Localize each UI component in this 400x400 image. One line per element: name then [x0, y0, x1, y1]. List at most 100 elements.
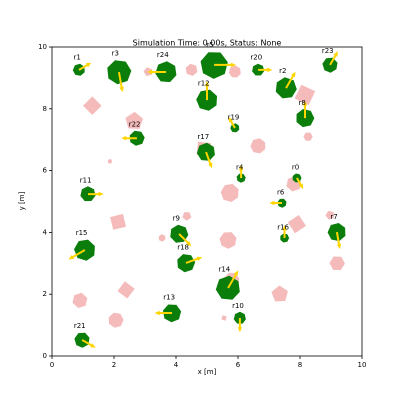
heading-arrow: [302, 100, 308, 119]
heading-arrow: [329, 51, 338, 66]
heading-arrow: [68, 249, 86, 260]
y-tick-label: 0: [43, 352, 47, 360]
y-axis-label: y [m]: [18, 191, 26, 210]
obstacle: [125, 111, 144, 129]
chart-title: Simulation Time: 0.00s, Status: None: [133, 39, 282, 48]
heading-arrow: [258, 67, 273, 73]
robot: [196, 89, 217, 111]
robot-label: r17: [197, 133, 209, 141]
robot-label: r16: [277, 223, 289, 231]
robot-label: r1: [73, 54, 80, 62]
robot: [196, 142, 215, 161]
obstacle: [221, 315, 227, 321]
obstacle: [325, 210, 334, 220]
robot-label: r18: [177, 244, 189, 252]
obstacle: [107, 159, 113, 164]
robot: [322, 57, 338, 73]
x-tick-label: 2: [112, 361, 116, 369]
robot-label: r8: [298, 99, 305, 107]
robot-label: r0: [292, 163, 299, 171]
obstacle: [219, 232, 237, 249]
heading-arrow: [178, 233, 192, 247]
robot-label: r2: [279, 67, 286, 75]
obstacle: [108, 312, 124, 328]
robot-label: r5: [206, 41, 213, 49]
robot: [80, 186, 96, 202]
heading-arrow: [269, 200, 282, 206]
heading-arrow: [88, 191, 104, 197]
robot-label: r9: [173, 215, 180, 223]
y-tick-label: 8: [43, 105, 47, 113]
obstacle: [72, 292, 88, 308]
obstacle: [287, 215, 306, 234]
obstacle: [83, 96, 102, 115]
heading-arrow: [228, 117, 236, 129]
obstacle: [271, 285, 288, 302]
x-tick-label: 6: [236, 361, 241, 369]
x-axis-label: x [m]: [198, 368, 217, 376]
robot-label: r13: [163, 294, 175, 302]
heading-arrow: [81, 339, 96, 348]
x-tick-label: 8: [298, 361, 302, 369]
robot: [72, 63, 85, 76]
heading-arrow: [205, 151, 213, 169]
axes-frame: [51, 46, 363, 357]
robot-label: r6: [277, 188, 285, 196]
x-tick-label: 0: [50, 361, 54, 369]
y-tick-label: 10: [38, 43, 47, 51]
heading-arrow: [118, 71, 124, 93]
robot-label: r21: [74, 322, 86, 330]
y-tick-label: 2: [43, 290, 47, 298]
obstacle: [228, 65, 241, 78]
plot-area: r0 r1 r3 r24 r5 r20 r23 r2 r12 r8 r19 r22 r17 r4 r11 r6…: [68, 41, 346, 348]
obstacle: [143, 67, 152, 76]
y-tick-label: 6: [43, 167, 48, 175]
robot-label: r20: [250, 54, 262, 62]
heading-arrow: [285, 71, 296, 89]
obstacle: [110, 213, 126, 230]
robot-label: r3: [112, 50, 119, 58]
obstacle: [117, 281, 135, 299]
obstacle: [220, 183, 239, 202]
heading-arrow: [335, 231, 342, 250]
heading-arrow: [154, 310, 172, 316]
x-tick-label: 10: [358, 361, 367, 369]
heading-arrow: [147, 69, 167, 75]
robot-label: r23: [322, 47, 334, 55]
obstacle: [158, 234, 166, 242]
robot-label: r4: [236, 163, 244, 171]
robot: [236, 173, 246, 183]
robot: [327, 223, 346, 242]
robot-label: r7: [330, 213, 337, 221]
y-tick-label: 4: [43, 228, 48, 236]
heading-arrow: [282, 225, 287, 238]
heading-arrow: [238, 165, 244, 178]
heading-arrow: [227, 270, 239, 289]
robot-label: r11: [80, 176, 92, 184]
robot-label: r10: [232, 302, 244, 310]
heading-arrow: [296, 177, 304, 189]
heading-arrow: [121, 135, 137, 141]
obstacle: [294, 84, 316, 106]
heading-arrow: [78, 62, 92, 71]
robot: [233, 311, 246, 324]
heading-arrow: [237, 318, 243, 333]
obstacle: [329, 256, 345, 271]
obstacle: [250, 138, 266, 154]
obstacle: [182, 212, 192, 221]
robot-label: r22: [129, 120, 141, 128]
robot-label: r14: [218, 266, 230, 274]
heading-arrow: [185, 256, 203, 264]
heading-arrow: [214, 62, 237, 68]
obstacle: [185, 63, 198, 76]
robot: [129, 130, 145, 146]
obstacle: [303, 132, 313, 141]
robot: [163, 304, 182, 323]
robot-label: r24: [157, 51, 169, 59]
robot-label: r12: [198, 79, 210, 87]
x-tick-label: 4: [174, 361, 179, 369]
robot-label: r19: [228, 113, 240, 121]
robot-label: r15: [76, 229, 88, 237]
